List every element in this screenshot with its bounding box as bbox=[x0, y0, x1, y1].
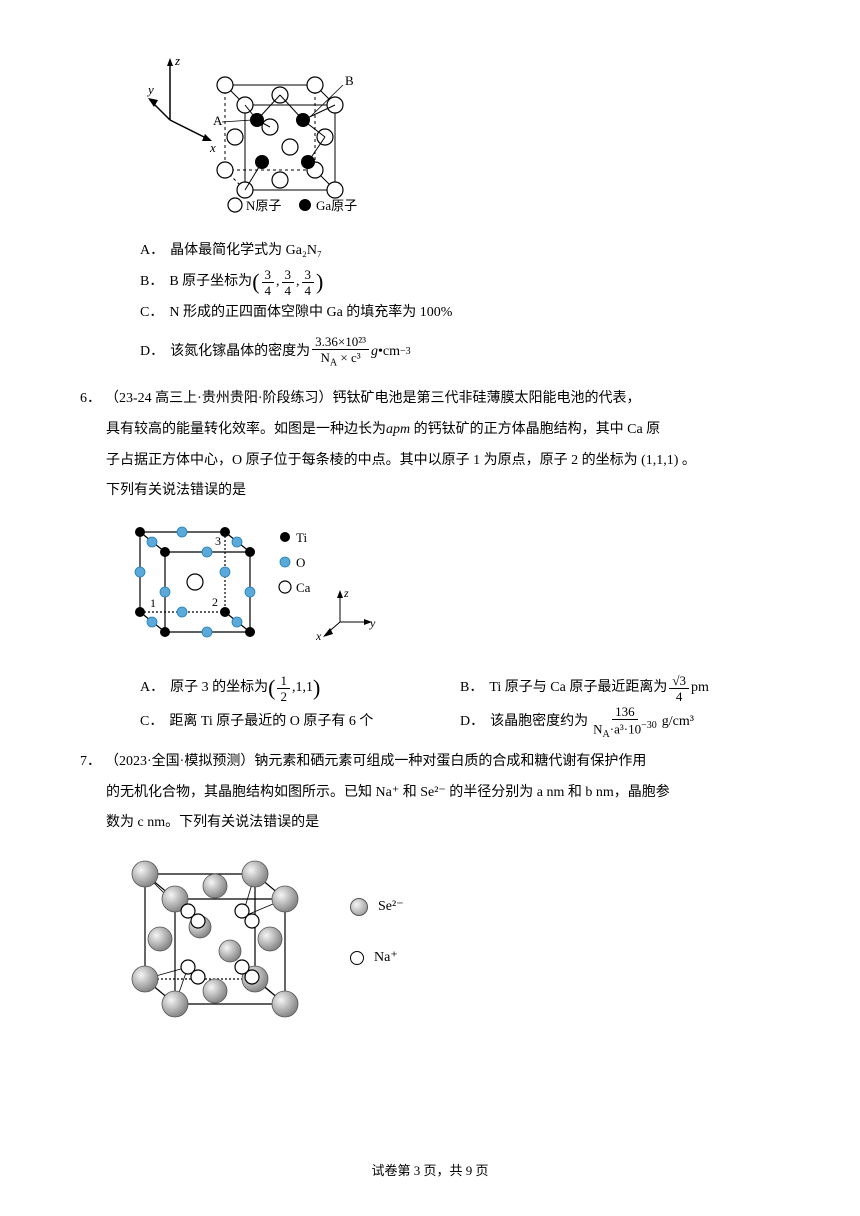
crystal-diagram-3: Se²⁻ Na⁺ bbox=[110, 839, 780, 1034]
q7-text-line1: （2023·全国·模拟预测）钠元素和硒元素可组成一种对蛋白质的合成和糖代谢有保护… bbox=[105, 747, 646, 778]
question-number: 6． bbox=[80, 384, 101, 415]
q7-header: 7． （2023·全国·模拟预测）钠元素和硒元素可组成一种对蛋白质的合成和糖代谢… bbox=[80, 747, 780, 778]
q6-text-line3: 子占据正方体中心，O 原子位于每条棱的中点。其中以原子 1 为原点，原子 2 的… bbox=[106, 446, 780, 477]
se-legend-icon bbox=[350, 898, 368, 916]
q6-text-line4: 下列有关说法错误的是 bbox=[106, 476, 780, 507]
q6-options-row1: A． 原子 3 的坐标为 ( 12 ,1,1 ) B． Ti 原子与 Ca 原子… bbox=[140, 673, 780, 704]
option-label: D． bbox=[140, 337, 164, 368]
q6-text-line1: （23-24 高三上·贵州贵阳·阶段练习）钙钛矿电池是第三代非硅薄膜太阳能电池的… bbox=[105, 384, 641, 415]
q5-option-a: A． 晶体最简化学式为 Ga₂N₇ bbox=[140, 236, 780, 267]
crystal-diagram-1: z y x bbox=[140, 40, 780, 228]
option-text: 该氮化镓晶体的密度为 bbox=[170, 337, 310, 368]
na-legend-label: Na⁺ bbox=[374, 943, 398, 974]
q6-header: 6． （23-24 高三上·贵州贵阳·阶段练习）钙钛矿电池是第三代非硅薄膜太阳能… bbox=[80, 384, 780, 415]
svg-text:3: 3 bbox=[215, 534, 221, 548]
q6-option-b: B． Ti 原子与 Ca 原子最近距离为 √34 pm bbox=[460, 673, 780, 704]
option-label: A． bbox=[140, 236, 164, 267]
crystal-diagram-2: 1 2 3 Ti O Ca z y x bbox=[110, 507, 780, 665]
q5-option-c: C． N 形成的正四面体空隙中 Ga 的填充率为 100% bbox=[140, 298, 780, 329]
svg-text:Ca: Ca bbox=[296, 580, 311, 595]
svg-text:x: x bbox=[209, 140, 216, 155]
crystal3-legend: Se²⁻ Na⁺ bbox=[350, 892, 404, 982]
option-text: 晶体最简化学式为 Ga₂N₇ bbox=[170, 236, 322, 267]
page-footer: 试卷第 3 页，共 9 页 bbox=[0, 1157, 860, 1186]
svg-text:Ga原子: Ga原子 bbox=[316, 198, 357, 213]
svg-text:z: z bbox=[174, 53, 180, 68]
option-label: B． bbox=[140, 267, 163, 298]
se-legend-label: Se²⁻ bbox=[378, 892, 404, 923]
svg-text:B: B bbox=[345, 73, 354, 88]
q6-options-row2: C． 距离 Ti 原子最近的 O 原子有 6 个 D． 该晶胞密度约为 136N… bbox=[140, 704, 780, 741]
na-legend-icon bbox=[350, 951, 364, 965]
q5-option-d: D． 该氮化镓晶体的密度为 3.36×10²³NA × c³ g•cm−3 bbox=[140, 334, 780, 370]
q5-option-b: B． B 原子坐标为 ( 34, 34, 34 ) bbox=[140, 267, 780, 298]
svg-text:Ti: Ti bbox=[296, 530, 307, 545]
svg-text:y: y bbox=[369, 616, 376, 630]
q6-text-line2: 具有较高的能量转化效率。如图是一种边长为apm 的钙钛矿的正方体晶胞结构，其中 … bbox=[106, 415, 780, 446]
option-text: N 形成的正四面体空隙中 Ga 的填充率为 100% bbox=[169, 298, 452, 329]
svg-text:O: O bbox=[296, 555, 305, 570]
svg-text:z: z bbox=[343, 586, 349, 600]
svg-text:N原子: N原子 bbox=[246, 198, 281, 213]
q7-text-line2: 的无机化合物，其晶胞结构如图所示。已知 Na⁺ 和 Se²⁻ 的半径分别为 a … bbox=[106, 778, 780, 809]
svg-text:A: A bbox=[213, 113, 223, 128]
svg-text:x: x bbox=[315, 629, 322, 643]
option-text: B 原子坐标为 bbox=[169, 267, 252, 298]
q6-option-d: D． 该晶胞密度约为 136NA·a³·10−30 g/cm³ bbox=[460, 704, 780, 741]
svg-text:y: y bbox=[146, 82, 154, 97]
q6-option-a: A． 原子 3 的坐标为 ( 12 ,1,1 ) bbox=[140, 673, 460, 704]
q6-option-c: C． 距离 Ti 原子最近的 O 原子有 6 个 bbox=[140, 704, 460, 741]
svg-text:2: 2 bbox=[212, 595, 218, 609]
svg-text:1: 1 bbox=[150, 596, 156, 610]
question-number: 7． bbox=[80, 747, 101, 778]
q7-text-line3: 数为 c nm。下列有关说法错误的是 bbox=[106, 808, 780, 839]
option-label: C． bbox=[140, 298, 163, 329]
